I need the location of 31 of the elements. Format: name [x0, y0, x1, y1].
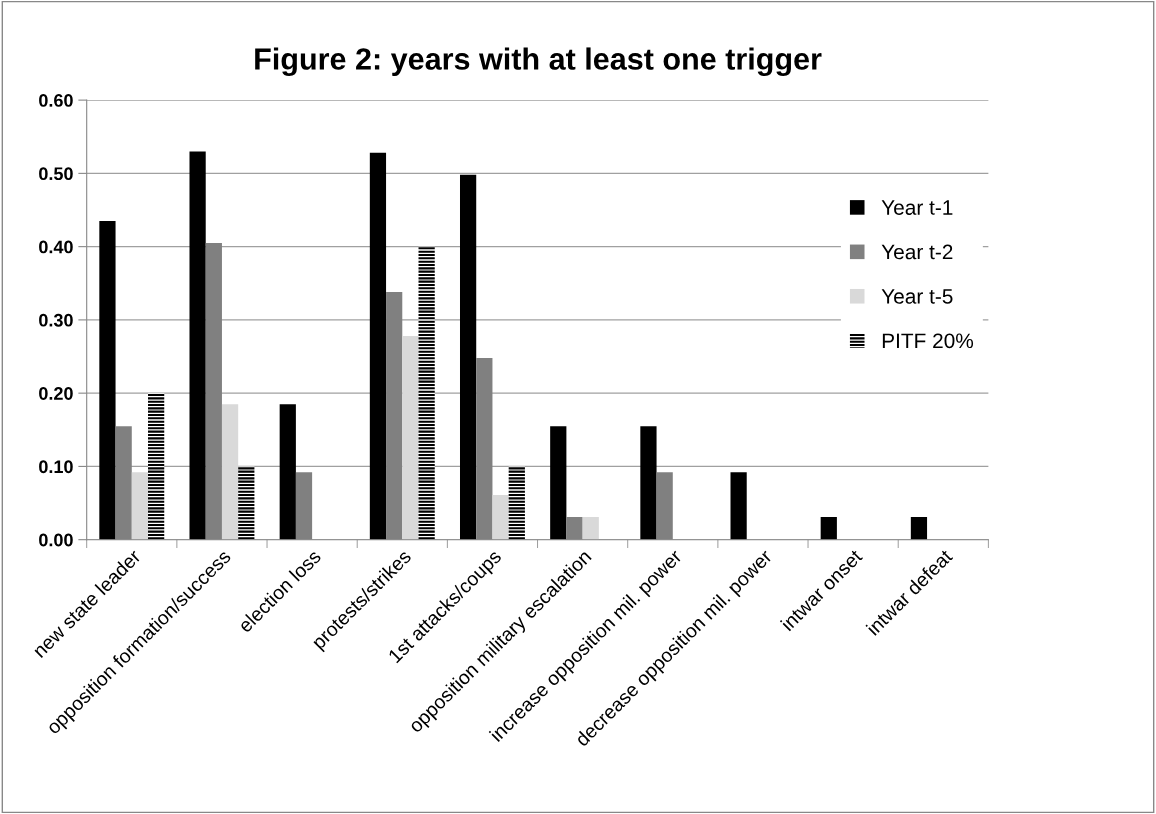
y-tick-label: 0.20 [39, 387, 73, 400]
bar [189, 151, 206, 540]
y-tick-label: 0.00 [39, 533, 73, 547]
legend-label: Year t-1 [881, 200, 953, 215]
bar [910, 516, 928, 540]
legend-label: Year t-5 [881, 289, 953, 304]
bar [99, 221, 116, 540]
bar [460, 174, 477, 540]
legend-label: Year t-2 [881, 244, 953, 260]
bar [369, 152, 387, 540]
bar [131, 472, 149, 540]
bar [508, 466, 525, 540]
bar [418, 246, 435, 540]
bar [550, 426, 567, 540]
bar [820, 516, 837, 540]
bar [730, 472, 747, 540]
bar [640, 426, 657, 540]
bar [402, 336, 419, 540]
y-tick-label: 0.50 [39, 167, 73, 181]
bar [582, 516, 599, 540]
bar [148, 393, 165, 540]
bar [238, 466, 255, 540]
chart-title: Figure 2: years with at least one trigger [255, 47, 822, 77]
bar [221, 404, 239, 540]
bar [279, 404, 296, 540]
bar [492, 494, 509, 540]
y-tick-label: 0.60 [39, 94, 73, 107]
legend-label: PITF 20% [882, 333, 974, 349]
y-tick-label: 0.30 [39, 313, 73, 327]
y-tick-label: 0.40 [39, 240, 73, 254]
y-tick-label: 0.10 [39, 460, 73, 474]
